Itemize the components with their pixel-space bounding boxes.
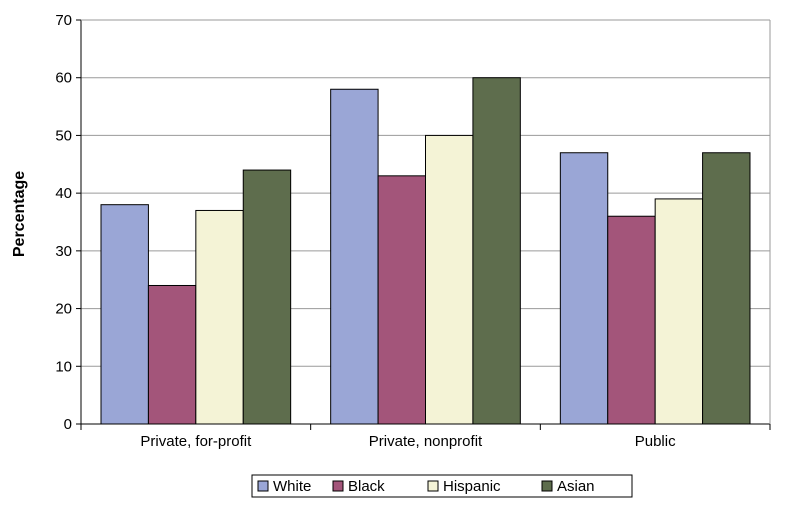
bar-hispanic-3 <box>654 198 704 425</box>
axes <box>76 19 771 430</box>
bar-asian-1 <box>242 169 292 425</box>
bar-asian-3 <box>702 152 751 425</box>
y-tick-label: 40 <box>55 185 72 202</box>
legend-item-white: White <box>257 478 311 495</box>
bar-white-1 <box>100 204 149 425</box>
x-tick-label: Public <box>635 433 676 450</box>
bar-asian-2 <box>472 77 521 425</box>
x-tick-labels: Private, for-profit Private, nonprofit Pub… <box>140 433 676 450</box>
legend-item-asian: Asian <box>541 478 595 495</box>
legend-swatch <box>332 480 344 492</box>
bar-black-3 <box>607 215 656 425</box>
y-tick-labels: 0 10 20 30 40 50 60 70 <box>55 12 72 433</box>
x-tick-label: Private, nonprofit <box>369 433 483 450</box>
y-axis-label: Percentage <box>11 171 28 257</box>
legend-swatch <box>541 480 553 492</box>
legend-label: Black <box>348 478 385 495</box>
y-tick-label: 50 <box>55 127 72 144</box>
x-tick-label: Private, for-profit <box>140 433 252 450</box>
y-tick-label: 30 <box>55 243 72 260</box>
bar-black-1 <box>147 284 197 425</box>
legend-item-black: Black <box>332 478 385 495</box>
y-tick-label: 0 <box>64 416 72 433</box>
legend-label: Asian <box>557 478 595 495</box>
legend-label: White <box>273 478 311 495</box>
bar-black-2 <box>377 175 427 425</box>
y-tick-label: 20 <box>55 301 72 318</box>
legend-label: Hispanic <box>443 478 501 495</box>
bar-white-2 <box>330 88 379 425</box>
y-tick-label: 10 <box>55 358 72 375</box>
y-tick-label: 60 <box>55 70 72 87</box>
bar-hispanic-1 <box>195 209 244 425</box>
bar-hispanic-2 <box>425 134 474 425</box>
legend-swatch <box>257 480 269 492</box>
legend-box <box>251 474 633 498</box>
legend-swatch <box>427 480 439 492</box>
bars <box>100 77 751 425</box>
legend: White Black Hispanic Asian <box>251 474 633 498</box>
legend-item-hispanic: Hispanic <box>427 478 501 495</box>
y-tick-label: 70 <box>55 12 72 29</box>
bar-white-3 <box>559 152 609 425</box>
